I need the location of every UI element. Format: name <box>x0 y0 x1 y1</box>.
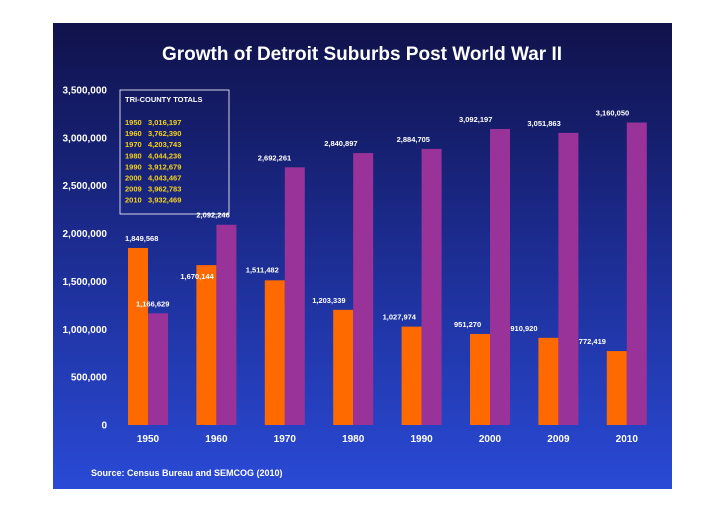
tri-county-row-year: 1990 <box>125 162 142 171</box>
tri-county-row-year: 1950 <box>125 118 142 127</box>
data-label-suburbs-2000: 3,092,197 <box>459 115 492 124</box>
data-label-detroit-1950: 1,849,568 <box>125 234 158 243</box>
data-label-suburbs-1950: 1,166,629 <box>136 299 169 308</box>
y-tick-label: 3,000,000 <box>63 133 108 144</box>
y-axis: 0 500,000 1,000,000 1,500,000 2,000,000 2,500… <box>63 86 108 432</box>
tri-county-box-border <box>119 89 230 215</box>
chart-slide: Growth of Detroit Suburbs Post World War… <box>53 23 672 489</box>
data-label-detroit-2000: 951,270 <box>454 320 481 329</box>
tri-county-row-year: 2010 <box>125 196 142 205</box>
y-tick-label: 1,500,000 <box>63 277 108 288</box>
bar-detroit-2010 <box>606 351 627 425</box>
data-label-detroit-2009: 910,920 <box>510 324 537 333</box>
data-label-suburbs-1980: 2,840,897 <box>324 139 357 148</box>
x-tick-label: 2009 <box>547 434 570 445</box>
data-label-detroit-1960: 1,670,144 <box>180 272 214 281</box>
y-tick-label: 2,000,000 <box>63 229 108 240</box>
tri-county-row-year: 1980 <box>125 151 142 160</box>
data-label-detroit-1970: 1,511,482 <box>246 265 279 274</box>
bar-chart: Growth of Detroit Suburbs Post World War… <box>63 44 647 478</box>
bar-suburbs-2010 <box>626 122 647 425</box>
bar-suburbs-1980 <box>353 153 374 425</box>
bar-detroit-1980 <box>333 309 354 425</box>
y-tick-label: 1,000,000 <box>63 325 108 336</box>
x-tick-label: 1950 <box>137 434 160 445</box>
y-tick-label: 2,500,000 <box>63 181 108 192</box>
data-labels: 1,849,568 1,166,629 1,670,144 2,092,246 1,51… <box>125 109 629 347</box>
tri-county-box-title: TRI-COUNTY TOTALS <box>125 95 203 104</box>
bar-detroit-1950 <box>128 247 148 425</box>
data-label-detroit-2010: 772,419 <box>579 337 606 346</box>
bar-suburbs-1950 <box>148 313 168 425</box>
bar-suburbs-2000 <box>490 129 510 425</box>
tri-county-row-value: 3,932,469 <box>148 196 181 205</box>
tri-county-row-year: 2000 <box>125 174 142 183</box>
bar-detroit-1970 <box>264 280 285 425</box>
data-label-detroit-1980: 1,203,339 <box>312 296 345 305</box>
tri-county-row-value: 4,043,467 <box>148 174 181 183</box>
tri-county-row-value: 3,762,390 <box>148 129 181 138</box>
source-note: Source: Census Bureau and SEMCOG (2010) <box>91 468 283 478</box>
bar-suburbs-1990 <box>421 148 442 425</box>
x-tick-label: 1980 <box>342 434 365 445</box>
tri-county-row-year: 1960 <box>125 129 142 138</box>
tri-county-row-value: 4,044,236 <box>148 151 181 160</box>
data-label-detroit-1990: 1,027,974 <box>383 313 417 322</box>
y-tick-label: 0 <box>101 421 107 432</box>
x-tick-label: 1990 <box>410 434 433 445</box>
tri-county-row-value: 4,203,743 <box>148 140 181 149</box>
bar-detroit-2000 <box>470 333 490 425</box>
x-axis: 1950 1960 1970 1980 1990 2000 2009 2010 <box>137 434 638 445</box>
tri-county-rows: 1950 3,016,197 1960 3,762,390 1970 4,203,743 1… <box>125 118 181 205</box>
tri-county-row-year: 1970 <box>125 140 142 149</box>
x-tick-label: 1960 <box>205 434 228 445</box>
data-label-suburbs-2010: 3,160,050 <box>596 109 629 118</box>
data-label-suburbs-1970: 2,692,261 <box>258 153 291 162</box>
tri-county-row-value: 3,962,783 <box>148 185 181 194</box>
bar-detroit-2009 <box>538 337 559 425</box>
x-tick-label: 2010 <box>616 434 639 445</box>
bar-detroit-1990 <box>401 326 422 425</box>
data-label-suburbs-1990: 2,884,705 <box>397 135 430 144</box>
bar-suburbs-1970 <box>284 167 305 425</box>
x-tick-label: 2000 <box>479 434 502 445</box>
y-tick-label: 3,500,000 <box>63 86 108 97</box>
bar-series <box>128 122 647 425</box>
x-tick-label: 1970 <box>274 434 297 445</box>
tri-county-row-value: 3,016,197 <box>148 118 181 127</box>
bar-suburbs-2009 <box>558 132 579 425</box>
data-label-suburbs-2009: 3,051,863 <box>527 119 560 128</box>
tri-county-row-value: 3,912,679 <box>148 162 181 171</box>
y-tick-label: 500,000 <box>71 373 108 384</box>
data-label-suburbs-1960: 2,092,246 <box>196 211 229 220</box>
chart-title: Growth of Detroit Suburbs Post World War… <box>162 44 562 65</box>
bar-suburbs-1960 <box>216 224 237 425</box>
bar-detroit-1960 <box>196 265 217 425</box>
tri-county-totals-box: TRI-COUNTY TOTALS 1950 3,016,197 1960 3,762… <box>119 89 230 215</box>
tri-county-row-year: 2009 <box>125 185 142 194</box>
